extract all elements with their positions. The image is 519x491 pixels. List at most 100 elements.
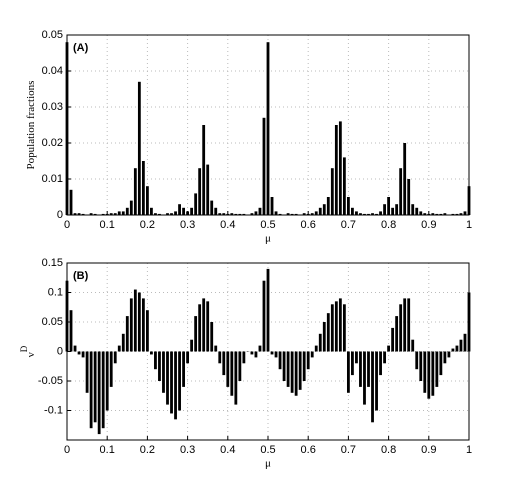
bar [150,207,153,215]
y-tick-label: 0 [57,345,63,357]
bar [342,157,346,215]
bar [290,213,294,215]
bar [351,351,354,376]
bar [170,351,173,414]
bar [371,213,374,215]
bar [375,213,378,215]
bar [145,186,149,215]
bar [383,351,386,364]
bar [338,121,342,215]
bar [258,207,262,215]
bar [415,351,419,370]
bar [222,351,226,376]
x-tick-label: 0.4 [220,444,235,456]
bar [330,168,334,215]
bar [190,207,194,215]
bar [355,351,358,364]
bar [158,351,161,381]
bar [431,351,435,396]
bar [431,213,435,215]
x-tick-label: 0.5 [260,444,275,456]
bar [435,351,439,387]
bar [178,204,181,215]
bar [306,351,310,370]
bar [186,351,190,364]
bar [371,351,374,423]
bar [137,81,141,215]
bar [121,333,125,352]
bar [77,351,81,355]
bar [419,351,423,381]
bar [254,211,258,215]
bar [137,292,141,352]
bar [407,298,411,352]
bar [322,204,326,215]
bar [230,351,234,396]
bar [463,333,467,352]
bar [359,213,362,215]
bar [113,351,117,364]
bar [459,213,463,215]
bar [379,211,382,215]
y-axis-label: νD [19,345,36,357]
bar [375,351,378,411]
bar [403,298,407,352]
bar [262,280,266,352]
x-tick-label: 0.2 [140,219,155,231]
bar [278,213,282,215]
bar [427,351,431,399]
plot-frame [66,34,470,216]
bar [439,213,443,215]
bar [190,339,194,352]
bar [306,213,310,215]
bar [435,213,439,215]
bar [105,213,109,215]
bar [145,310,149,352]
y-tick-label: 0.05 [42,316,63,328]
bar [202,125,206,215]
bar [178,351,181,411]
x-tick-label: 1 [466,444,472,456]
bar [326,197,330,215]
bar [129,298,133,352]
y-tick-label: 0.1 [48,286,63,298]
bar [73,345,77,352]
bar [202,298,206,352]
bar [294,213,298,215]
bar [334,125,338,215]
bar [419,211,423,215]
y-tick-label: 0.15 [42,257,63,269]
bar [85,351,89,393]
x-tick-label: 0.9 [421,444,436,456]
x-tick-label: 0 [64,219,70,231]
bar [443,213,447,215]
y-tick-label: -0.05 [38,375,63,387]
bar [266,42,270,216]
bar [198,304,202,352]
bar [286,351,290,387]
bar [270,197,274,215]
bar [162,351,165,393]
bar [105,351,109,411]
bar [355,211,358,215]
bar [226,351,230,387]
bar [282,351,286,381]
bar [423,351,427,393]
bar [387,197,391,215]
x-tick-label: 0.1 [100,219,115,231]
bar [97,351,101,435]
bar [93,351,97,423]
y-tick-label: 0.03 [42,101,63,113]
x-tick-label: 0.3 [180,219,195,231]
bar [117,345,121,352]
bar [234,213,238,215]
bar [330,304,334,352]
bar [314,211,318,215]
x-tick-label: 0.3 [180,444,195,456]
bar [367,351,370,387]
y-axis-label: Population fractions [25,81,37,170]
bar [443,351,447,364]
bar [302,351,306,381]
x-tick-label: 0.4 [220,219,235,231]
